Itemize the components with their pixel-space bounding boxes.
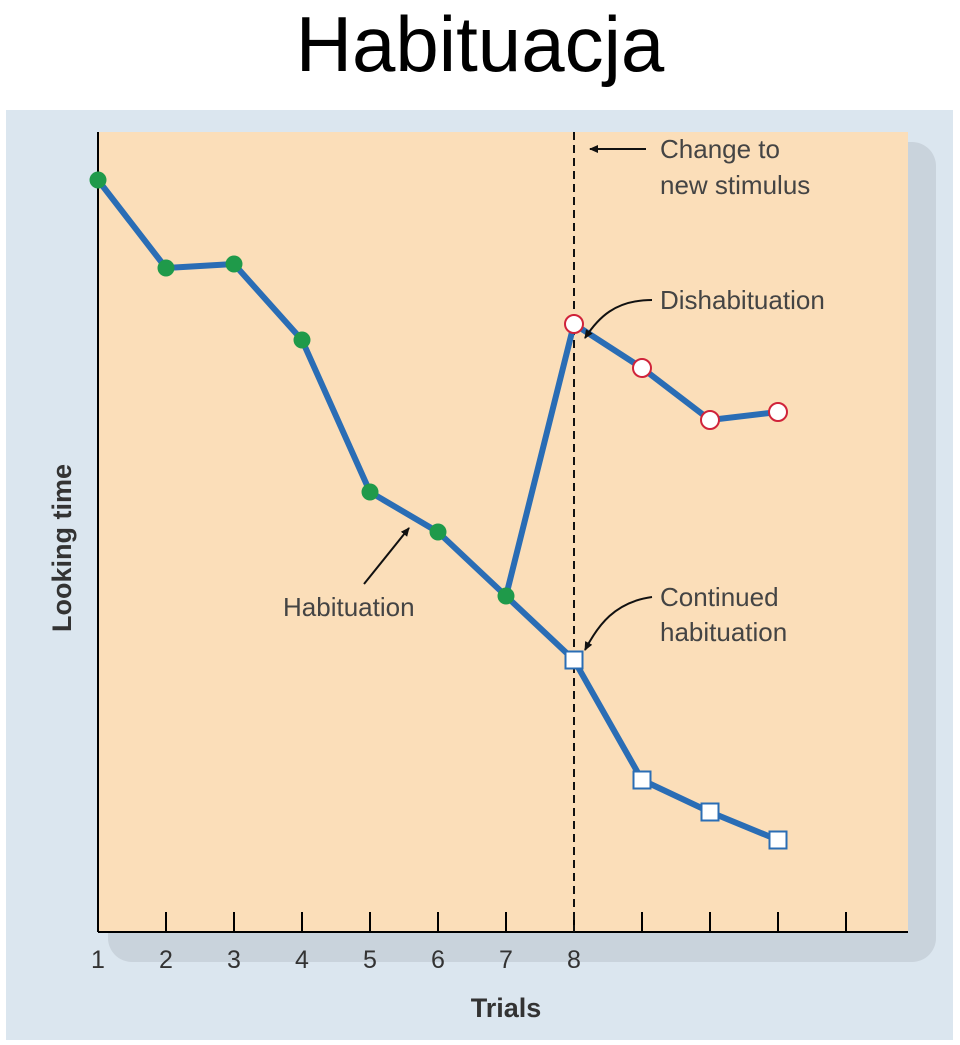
series-points bbox=[89, 171, 788, 850]
x-tick-label: 7 bbox=[499, 946, 513, 974]
continued-habituation-point bbox=[632, 770, 652, 790]
x-tick-label: 4 bbox=[295, 946, 309, 974]
x-axis-tick-labels: 1 2 3 4 5 6 7 8 bbox=[91, 946, 581, 974]
dishabituation-point bbox=[700, 410, 720, 430]
habituation-annotation: Habituation bbox=[283, 592, 415, 622]
habituation-point bbox=[89, 171, 107, 189]
habituation-point bbox=[361, 483, 379, 501]
habituation-point bbox=[225, 255, 243, 273]
continued-annotation-line1: Continued bbox=[660, 582, 779, 612]
change-annotation-line1: Change to bbox=[660, 134, 780, 164]
habituation-point bbox=[157, 259, 175, 277]
continued-annotation-line2: habituation bbox=[660, 617, 787, 647]
x-tick-label: 8 bbox=[567, 946, 581, 974]
continued-arrow bbox=[584, 596, 653, 651]
x-axis-label: Trials bbox=[471, 993, 542, 1023]
dishabituation-annotation: Dishabituation bbox=[660, 285, 825, 315]
habituation-point bbox=[429, 523, 447, 541]
x-tick-label: 3 bbox=[227, 946, 241, 974]
continued-habituation-point bbox=[700, 802, 720, 822]
plot-area-background bbox=[98, 132, 908, 932]
dishabituation-point bbox=[768, 402, 788, 422]
x-tick-label: 2 bbox=[159, 946, 173, 974]
habituation-point bbox=[497, 587, 515, 605]
change-annotation-line2: new stimulus bbox=[660, 170, 810, 200]
dishabituation-arrow bbox=[584, 299, 653, 339]
x-tick-label: 1 bbox=[91, 946, 105, 974]
habituation-arrow bbox=[363, 527, 410, 585]
dishabituation-point bbox=[632, 358, 652, 378]
habituation-point bbox=[293, 331, 311, 349]
dishabituation-point bbox=[564, 314, 584, 334]
annotation-arrows bbox=[363, 145, 653, 651]
y-axis-label: Looking time bbox=[47, 464, 77, 632]
continued-habituation-point bbox=[564, 650, 584, 670]
x-tick-label: 5 bbox=[363, 946, 377, 974]
slide-title: Habituacja bbox=[295, 0, 665, 88]
x-tick-label: 6 bbox=[431, 946, 445, 974]
continued-habituation-point bbox=[768, 830, 788, 850]
